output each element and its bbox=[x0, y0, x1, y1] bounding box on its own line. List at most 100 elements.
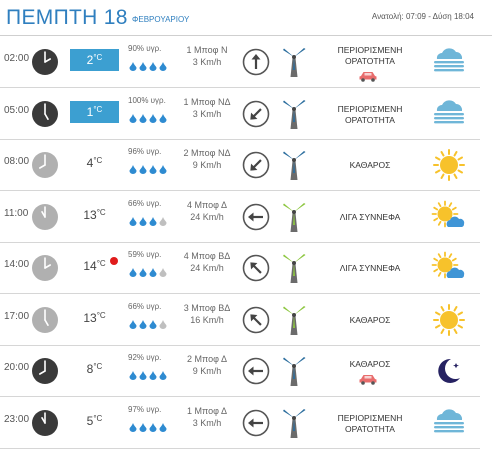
clock-day-icon bbox=[31, 306, 59, 334]
sunrise-sunset: Ανατολή: 07:09 - Δύση 18:04 bbox=[371, 12, 474, 21]
time-label: 17:00 bbox=[4, 310, 30, 322]
wind-speed: 3 Km/h bbox=[192, 57, 222, 67]
moon-icon bbox=[431, 354, 467, 388]
day-header: ΠΕΜΠΤΗ 18 ΦΕΒΡΟΥΑΡΙΟΥ Ανατολή: 07:09 - Δ… bbox=[0, 0, 492, 36]
condition-label: ΚΑΘΑΡΟΣ bbox=[327, 160, 413, 171]
clock-day-icon bbox=[31, 151, 59, 179]
condition-line: ΚΑΘΑΡΟΣ bbox=[349, 314, 391, 325]
wind-beaufort: 1 Μποφ Δ bbox=[187, 405, 227, 416]
time-label: 11:00 bbox=[4, 207, 29, 219]
humidity-label: 90% υγρ. bbox=[128, 44, 162, 53]
forecast-row: 20:00 8°C 92% υγρ. 2 Μποφ Δ 9 Km/h ΚΑΘΑΡΟΣ bbox=[0, 346, 480, 397]
wind-turbine-icon bbox=[281, 252, 307, 284]
wind-direction-arrow-icon bbox=[242, 409, 270, 437]
wind-turbine-icon bbox=[281, 98, 307, 130]
temperature-unit: °C bbox=[93, 104, 103, 114]
clock-night-icon bbox=[31, 357, 59, 385]
temperature-value: 5 bbox=[86, 413, 94, 428]
condition-label: ΠΕΡΙΟΡΙΣΜΕΝΗ ΟΡΑΤΟΤΗΤΑ bbox=[327, 45, 413, 67]
temperature-unit: °C bbox=[93, 53, 103, 62]
sun-cloud-icon bbox=[431, 251, 467, 285]
forecast-row: 14:00 14°C 59% υγρ. 4 Μποφ ΒΔ 24 Km/h ΛΙΓΑ … bbox=[0, 243, 480, 294]
time-label: 05:00 bbox=[4, 104, 30, 116]
condition-line: ΚΑΘΑΡΟΣ bbox=[349, 359, 391, 369]
temperature: 4°C bbox=[70, 152, 119, 174]
wind-speed: 9 Km/h bbox=[192, 366, 222, 376]
condition-label: ΚΑΘΑΡΟΣ bbox=[327, 359, 413, 370]
fog-icon bbox=[431, 45, 467, 79]
wind-beaufort: 4 Μποφ Δ bbox=[187, 199, 227, 210]
temperature-value: 8 bbox=[86, 362, 94, 376]
forecast-row: 11:00 13°C 66% υγρ. 4 Μποφ Δ 24 Km/h ΛΙΓΑ Σ… bbox=[0, 192, 480, 243]
temperature-value: 2 bbox=[86, 53, 94, 67]
temperature: 13°C bbox=[70, 307, 119, 329]
wind-speed: 24 Km/h bbox=[190, 211, 224, 222]
temperature: 14°C bbox=[70, 255, 119, 277]
forecast-row: 08:00 4°C 96% υγρ. 2 Μποφ ΝΔ 9 Km/h ΚΑΘΑΡΟΣ bbox=[0, 140, 480, 191]
temperature-unit: °C bbox=[96, 259, 106, 268]
wind-direction-arrow-icon bbox=[242, 254, 270, 282]
sun-icon bbox=[431, 303, 467, 337]
time-label: 02:00 bbox=[4, 53, 30, 64]
wind-speed: 9 Km/h bbox=[192, 160, 222, 170]
clock-night-icon bbox=[31, 409, 59, 437]
condition-label: ΠΕΡΙΟΡΙΣΜΕΝΗ ΟΡΑΤΟΤΗΤΑ bbox=[327, 413, 413, 435]
wind-turbine-icon bbox=[281, 46, 307, 78]
alert-dot-icon bbox=[110, 257, 118, 265]
temperature: 2°C bbox=[70, 49, 119, 71]
wind-speed: 3 Km/h bbox=[192, 417, 222, 428]
humidity-label: 66% υγρ. bbox=[128, 198, 162, 208]
month-label: ΦΕΒΡΟΥΑΡΙΟΥ bbox=[132, 15, 190, 24]
humidity-drops-icon bbox=[129, 367, 173, 380]
temperature-unit: °C bbox=[93, 413, 103, 423]
day-title: ΠΕΜΠΤΗ 18 bbox=[6, 6, 128, 29]
condition-label: ΛΙΓΑ ΣΥΝΝΕΦΑ bbox=[327, 212, 413, 223]
car-icon bbox=[358, 372, 378, 385]
condition-line: ΛΙΓΑ ΣΥΝΝΕΦΑ bbox=[339, 211, 401, 222]
condition-line: ΠΕΡΙΟΡΙΣΜΕΝΗ bbox=[337, 45, 403, 55]
fog-icon bbox=[431, 406, 467, 440]
wind-turbine-icon bbox=[281, 304, 307, 336]
humidity-label: 97% υγρ. bbox=[128, 404, 162, 414]
car-icon bbox=[358, 69, 378, 82]
wind-beaufort: 2 Μποφ Δ bbox=[187, 354, 227, 364]
condition-line: ΠΕΡΙΟΡΙΣΜΕΝΗ bbox=[337, 412, 403, 423]
wind-beaufort: 4 Μποφ ΒΔ bbox=[183, 251, 231, 261]
wind-speed: 16 Km/h bbox=[190, 314, 224, 325]
humidity-drops-icon bbox=[129, 419, 173, 432]
wind-beaufort: 1 Μποφ Ν bbox=[186, 45, 228, 55]
wind-turbine-icon bbox=[281, 201, 307, 233]
wind-beaufort: 3 Μποφ ΒΔ bbox=[183, 302, 231, 313]
condition-line: ΟΡΑΤΟΤΗΤΑ bbox=[345, 114, 395, 125]
fog-icon bbox=[431, 97, 467, 131]
temperature-value: 13 bbox=[83, 310, 97, 325]
wind-direction-arrow-icon bbox=[242, 100, 270, 128]
clock-day-icon bbox=[31, 254, 59, 282]
humidity-label: 96% υγρ. bbox=[128, 147, 162, 156]
temperature: 1°C bbox=[70, 100, 119, 123]
time-label: 08:00 bbox=[4, 156, 30, 167]
sun-icon bbox=[431, 148, 467, 182]
wind-speed: 3 Km/h bbox=[192, 108, 222, 119]
wind-turbine-icon bbox=[281, 149, 307, 181]
condition-line: ΚΑΘΑΡΟΣ bbox=[349, 160, 391, 170]
temperature: 13°C bbox=[70, 204, 119, 226]
humidity-label: 66% υγρ. bbox=[128, 301, 162, 311]
clock-night-icon bbox=[31, 100, 59, 128]
temperature-value: 13 bbox=[83, 207, 97, 222]
time-label: 20:00 bbox=[4, 362, 30, 373]
clock-night-icon bbox=[31, 48, 59, 76]
wind-beaufort: 2 Μποφ ΝΔ bbox=[183, 148, 231, 158]
condition-label: ΛΙΓΑ ΣΥΝΝΕΦΑ bbox=[327, 263, 413, 274]
wind-direction-arrow-icon bbox=[242, 48, 270, 76]
temperature-unit: °C bbox=[93, 362, 103, 371]
wind-turbine-icon bbox=[281, 407, 307, 439]
temperature: 5°C bbox=[70, 410, 119, 432]
humidity-drops-icon bbox=[129, 161, 173, 174]
humidity-drops-icon bbox=[129, 110, 173, 123]
condition-label: ΚΑΘΑΡΟΣ bbox=[327, 315, 413, 326]
temperature-value: 14 bbox=[83, 259, 97, 273]
condition-line: ΛΙΓΑ ΣΥΝΝΕΦΑ bbox=[339, 263, 401, 273]
temperature-unit: °C bbox=[96, 207, 106, 217]
wind-direction-arrow-icon bbox=[242, 357, 270, 385]
